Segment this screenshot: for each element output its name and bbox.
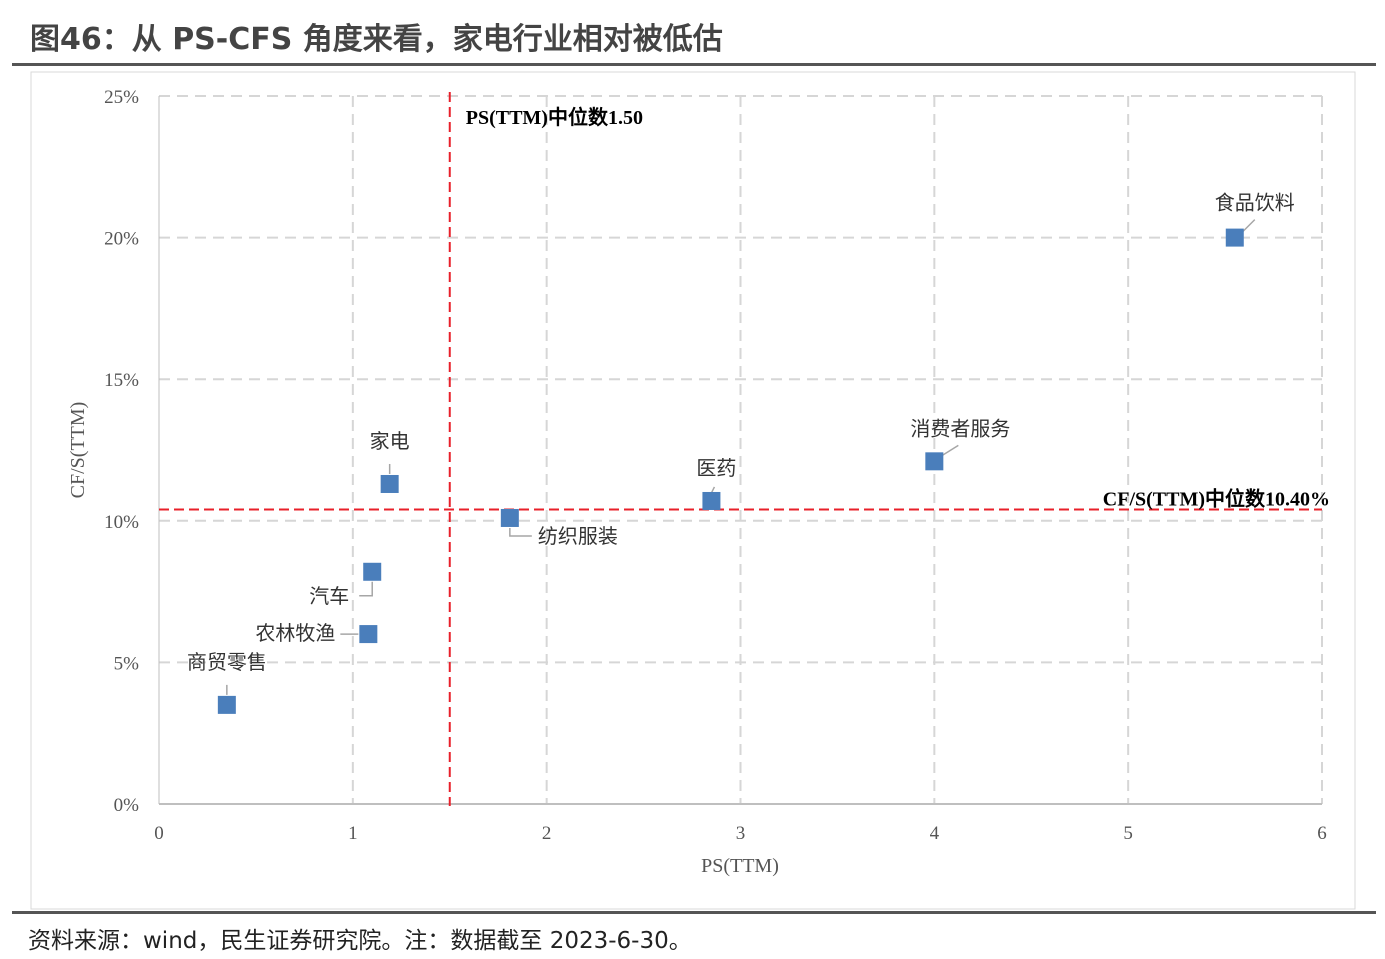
data-point-label: 商贸零售	[187, 650, 267, 674]
grid-lines	[159, 95, 1323, 804]
x-tick-label: 5	[1123, 823, 1133, 844]
y-tick-label: 10%	[104, 512, 139, 533]
y-axis-title: CF/S(TTM)	[67, 402, 89, 499]
cfs-median-label: CF/S(TTM)中位数10.40%	[1103, 486, 1330, 510]
data-point-marker	[380, 474, 399, 493]
source-note: 资料来源：wind，民生证券研究院。注：数据截至 2023-6-30。	[28, 928, 692, 954]
median-lines: PS(TTM)中位数1.50 CF/S(TTM)中位数10.40%	[159, 92, 1330, 806]
data-point-marker	[500, 508, 519, 527]
x-tick-label: 3	[736, 823, 746, 844]
y-tick-label: 25%	[104, 87, 139, 108]
x-axis-title: PS(TTM)	[701, 855, 779, 877]
data-point-marker	[217, 695, 236, 714]
data-point-label: 医药	[696, 456, 736, 480]
chart-frame	[30, 71, 1356, 910]
x-tick-label: 2	[542, 823, 552, 844]
data-point-label: 农林牧渔	[255, 621, 335, 645]
leader-line	[941, 444, 959, 456]
data-point-label: 家电	[370, 429, 410, 453]
leader-line	[359, 581, 373, 597]
y-tick-label: 20%	[104, 229, 139, 250]
x-tick-label: 4	[930, 823, 940, 844]
ps-median-label: PS(TTM)中位数1.50	[466, 105, 643, 129]
y-tick-label: 15%	[104, 370, 139, 391]
leader-line	[1242, 219, 1256, 233]
x-tick-label: 0	[154, 823, 164, 844]
data-point-marker	[1225, 228, 1244, 247]
data-point-marker	[363, 562, 382, 581]
leader-line	[509, 527, 532, 537]
y-tick-label: 5%	[114, 653, 140, 674]
data-point-marker	[359, 625, 378, 644]
data-point-marker	[925, 452, 944, 471]
x-tick-label: 6	[1317, 823, 1327, 844]
source-divider	[12, 911, 1376, 914]
y-tick-label: 0%	[114, 795, 140, 816]
data-point-label: 汽车	[309, 584, 349, 608]
data-point-marker	[702, 491, 721, 510]
axes: 0% 5% 10% 15% 20% 25% 0 1 2 3 4 5 6	[104, 87, 1327, 844]
data-point-label: 食品饮料	[1215, 191, 1295, 215]
data-point-label: 纺织服装	[538, 524, 618, 548]
data-point-label: 消费者服务	[910, 416, 1010, 440]
x-tick-label: 1	[348, 823, 358, 844]
title-divider	[12, 63, 1376, 66]
page-title: 图46：从 PS-CFS 角度来看，家电行业相对被低估	[30, 22, 723, 57]
